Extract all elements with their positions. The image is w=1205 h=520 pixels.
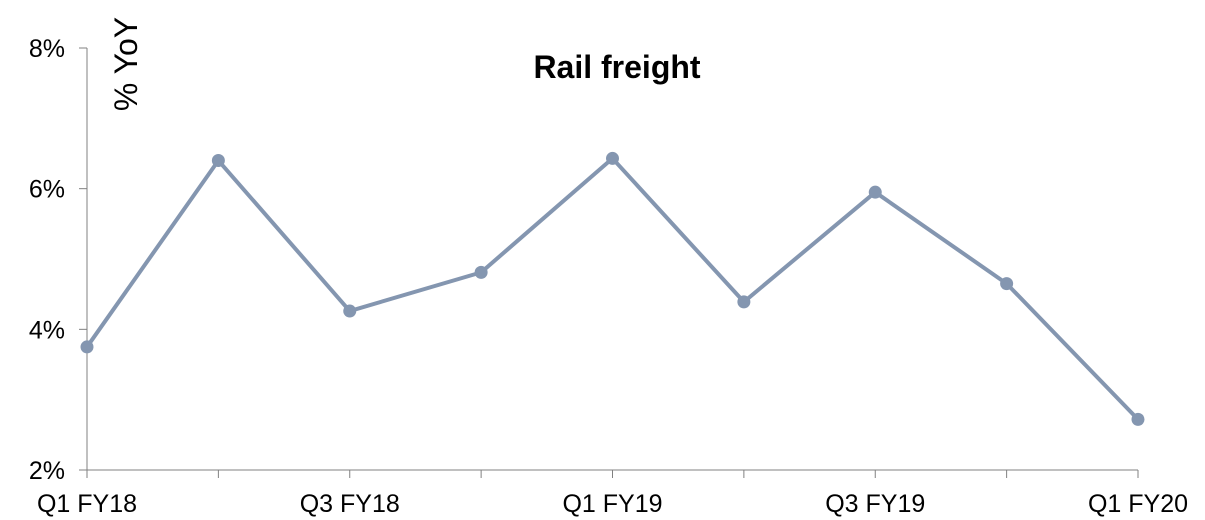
- x-tick-label: Q1 FY19: [562, 490, 662, 518]
- x-tick-label: Q3 FY19: [825, 490, 925, 518]
- data-point: [1131, 412, 1145, 426]
- data-point: [211, 154, 225, 168]
- series-group: [80, 151, 1145, 426]
- x-tick-label: Q1 FY18: [37, 490, 137, 518]
- y-tick-label: 2%: [29, 457, 65, 485]
- data-point: [606, 151, 619, 165]
- y-tick-label: 6%: [29, 176, 65, 204]
- data-point: [343, 304, 357, 318]
- chart-title: Rail freight: [533, 49, 700, 85]
- y-tick-label: 8%: [29, 35, 65, 63]
- x-axis: Q1 FY18 Q3 FY18 Q1 FY19 Q3 FY19 Q1 FY20: [37, 470, 1188, 518]
- data-point: [80, 340, 94, 354]
- y-axis: 2% 4% 6% 8%: [29, 35, 87, 485]
- data-point: [737, 295, 751, 309]
- data-point: [1000, 277, 1014, 291]
- y-axis-label: % YoY: [108, 17, 144, 111]
- y-tick-label: 4%: [29, 316, 65, 344]
- x-tick-label: Q1 FY20: [1088, 490, 1188, 518]
- x-tick-label: Q3 FY18: [300, 490, 400, 518]
- data-point: [474, 265, 488, 279]
- axes: [86, 48, 1138, 471]
- series-line: [85, 156, 1140, 421]
- data-point: [868, 185, 882, 199]
